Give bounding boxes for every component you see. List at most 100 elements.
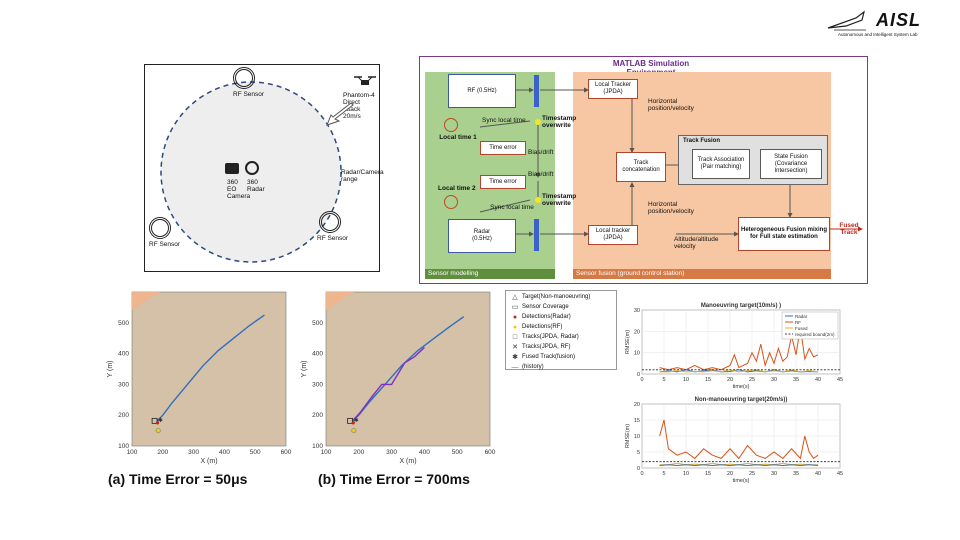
legend-label: Tracks(JPDA, Radar) [522, 334, 579, 340]
legend-label: Target(Non-manoeuvring) [522, 294, 591, 300]
rf-sensor-left-icon [149, 217, 171, 239]
timestamp-top-label: Timestamp overwrite [542, 115, 577, 129]
radar-sensor-block: Radar (0.5Hz) [448, 219, 516, 253]
x-tick-label: 20 [727, 377, 733, 383]
y-tick-label: 0 [637, 372, 640, 378]
trajectory-plot-a-svg: 100 200 300 400 500 600 100 200 300 400 500 X (m) Y … [107, 291, 292, 465]
clock-1-icon [444, 118, 458, 132]
rmse-chart-non-manoeuvring: 0 5 10 15 20 25 30 35 40 45 0 5 10 15 20 Non-manoeuvrin… [622, 392, 852, 484]
legend-label: Detections(Radar) [522, 314, 571, 320]
x-tick-label: 10 [683, 471, 689, 477]
track-marker [151, 417, 158, 424]
legend-symbol: ● [512, 323, 518, 331]
radar-mux-bar [534, 219, 539, 251]
legend-item: ✱ Fused Track(fusion) [508, 352, 614, 362]
legend-label: Radar [795, 314, 808, 319]
chart-title: Non-manoeuvring target(20m/s)) [695, 397, 788, 403]
matlab-simulation-panel: MATLAB Simulation Environment Sensor mod… [419, 56, 868, 284]
sync-local-time-top-label: Sync local time [482, 117, 526, 124]
caption-b: (b) Time Error = 700ms [318, 471, 470, 487]
radar-detection-point [155, 421, 160, 425]
series-line [351, 316, 465, 422]
x-tick-label: 40 [815, 377, 821, 383]
altitude-velocity-label: Altitude/altitude velocity [674, 236, 719, 250]
x-tick-label: 25 [749, 377, 755, 383]
logo-title: AISL [876, 10, 922, 30]
aisl-logo: AISL Autonomous and Intelligent System L… [826, 10, 950, 40]
legend-item: ● Detections(Radar) [508, 312, 614, 322]
x-tick-label: 30 [771, 471, 777, 477]
y-tick-label: 15 [634, 418, 640, 424]
y-tick-label: 20 [634, 329, 640, 335]
camera-label: 360 EO Camera [227, 179, 251, 200]
sensor-modelling-label: Sensor modelling [425, 269, 555, 279]
legend-item: ● Detections(RF) [508, 322, 614, 332]
x-tick-label: 300 [386, 449, 397, 456]
local-tracker-top-label: Local Tracker (JPDA) [594, 82, 631, 95]
y-tick-label: 500 [312, 320, 323, 327]
state-fusion-label: State Fusion (Covariance Intersection) [774, 153, 808, 174]
y-tick-label: 500 [118, 320, 129, 327]
radar-detection-point [351, 421, 355, 425]
x-tick-label: 15 [705, 377, 711, 383]
legend-label: Tracks(JPDA, RF) [522, 344, 571, 350]
hetero-fusion-block: Heterogeneous Fusion mixing for Full sta… [738, 217, 830, 251]
rf-sensor-top-label: RF Sensor [233, 91, 265, 98]
time-error-1-label: Time error [489, 144, 517, 151]
bias-drift-2-label: Bias/drift [528, 171, 554, 178]
local-tracker-bottom-block: Local tracker (JPDA) [588, 225, 638, 245]
track-concat-label: Track concatenation [622, 160, 660, 173]
aircraft-logo-icon [827, 10, 866, 31]
time-error-2-label: Time error [489, 178, 517, 185]
sensor-fusion-label: Sensor fusion (ground control station) [573, 269, 831, 279]
sync-local-time-bottom-label: Sync local time [490, 204, 534, 211]
chart-title: Manoeuvring target(10m/s) ) [701, 303, 781, 309]
x-tick-label: 600 [485, 449, 496, 456]
x-tick-label: 45 [837, 377, 843, 383]
rmse-chart-manoeuvring: 0 5 10 15 20 25 30 35 40 45 0 10 20 30 Manoeuvring tar… [622, 298, 852, 390]
rf-detection-point [155, 428, 161, 434]
legend-symbol: □ [512, 333, 518, 341]
timestamp-bottom-label: Timestamp overwrite [542, 193, 577, 207]
legend-label: Sensor Coverage [522, 304, 569, 310]
x-tick-label: 500 [452, 449, 463, 456]
local-tracker-top-block: Local Tracker (JPDA) [588, 79, 638, 99]
legend-symbol: — [511, 363, 519, 371]
x-tick-label: 600 [281, 449, 292, 456]
bias-drift-1-label: Bias/drift [528, 149, 554, 156]
y-tick-label: 300 [312, 381, 323, 388]
attack-arrow-icon [326, 103, 354, 126]
track-association-block: Track Association (Pair matching) [692, 149, 750, 179]
x-tick-label: 15 [705, 471, 711, 477]
series-line [351, 346, 425, 422]
horizontal-pv-top-label: Horizontal position/velocity [648, 98, 694, 112]
coverage-corner [132, 292, 160, 310]
x-tick-label: 100 [321, 449, 332, 456]
x-tick-label: 5 [662, 377, 665, 383]
legend-label: Detections(RF) [522, 324, 563, 330]
rf-mux-bar [534, 75, 539, 107]
legend-symbol: △ [512, 294, 518, 301]
rf-sensor-left-label: RF Sensor [149, 241, 181, 248]
legend-item: — (history) [508, 362, 614, 372]
timestamp-top-dot [535, 119, 541, 125]
y-tick-label: 200 [118, 412, 129, 419]
x-tick-label: 30 [771, 377, 777, 383]
timestamp-bottom-dot [535, 197, 541, 203]
y-axis-label: Y (m) [301, 361, 308, 378]
rmse-chart-non-manoeuvring-svg: 0 5 10 15 20 25 30 35 40 45 0 5 10 15 20 Non-manoeuvrin… [625, 397, 843, 484]
x-axis-label: time(s) [733, 478, 750, 484]
x-tick-label: 35 [793, 377, 799, 383]
legend-symbol: ✱ [512, 354, 518, 361]
trajectory-plot-b: 100 200 300 400 500 600 100 200 300 400 500 X (m) Y … [298, 286, 498, 468]
x-axis-label: X (m) [399, 458, 416, 465]
series-line [659, 369, 819, 373]
y-tick-label: 300 [118, 381, 129, 388]
trajectory-legend: △ Target(Non-manoeuvring) ▭ Sensor Coverage… [505, 290, 617, 372]
legend-item: ▭ Sensor Coverage [508, 302, 614, 312]
y-tick-label: 100 [118, 443, 129, 450]
fused-track-label: Fused Track [839, 222, 859, 236]
legend-symbol: ● [512, 313, 518, 321]
series-line [659, 326, 819, 371]
x-axis-label: time(s) [733, 384, 750, 390]
